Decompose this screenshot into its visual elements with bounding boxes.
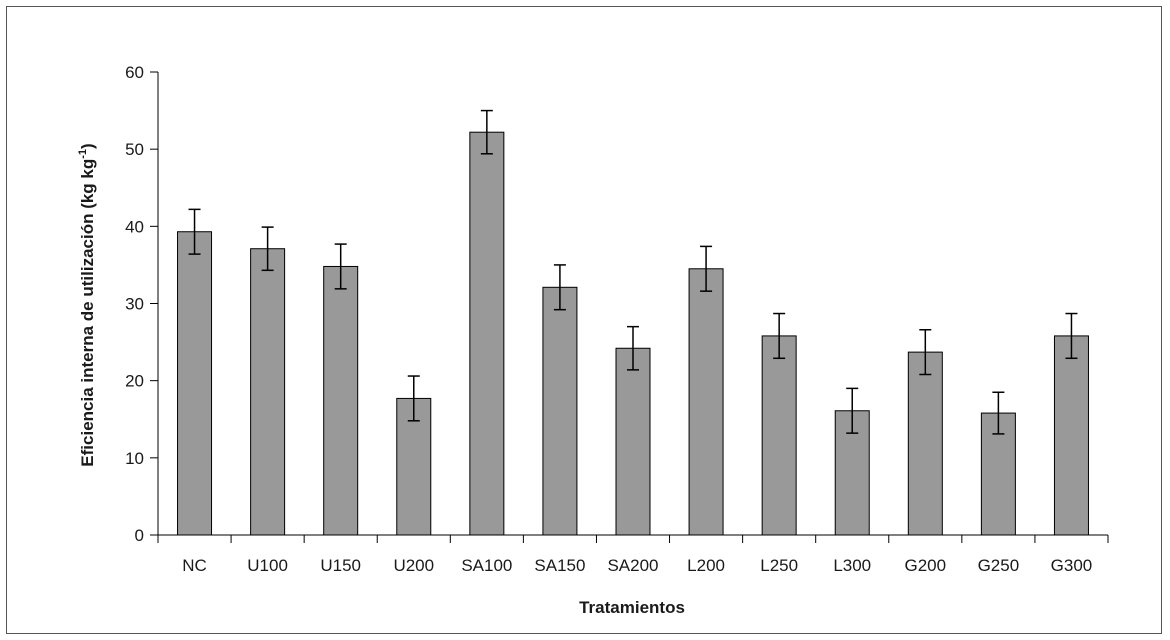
error-bar-u100 [261, 226, 274, 272]
y-tick-label: 40 [125, 217, 144, 236]
error-bars [188, 109, 1078, 435]
y-tick-label: 0 [135, 526, 144, 545]
error-bar-sa200 [627, 325, 639, 371]
bar-l250 [761, 335, 797, 536]
x-tick-label: G200 [905, 556, 947, 575]
error-bar-l200 [700, 245, 713, 292]
bars [177, 131, 1089, 536]
bar-nc [177, 231, 213, 536]
x-axis: NC U100 U150 U200 SA100 SA150 SA200 L200 L250 L30… [157, 534, 1109, 575]
x-tick-label: L250 [760, 556, 798, 575]
bar-g300 [1053, 335, 1089, 536]
y-tick-label: 30 [125, 295, 144, 314]
x-tick-label: L300 [833, 556, 871, 575]
x-tick-label: NC [182, 556, 207, 575]
y-tick-label: 50 [125, 140, 144, 159]
error-bar-nc [188, 208, 201, 255]
y-axis-title-close: ) [78, 143, 97, 149]
x-tick-label: U150 [320, 556, 361, 575]
y-axis-title: Eficiencia interna de utilización (kg kg… [77, 143, 97, 466]
y-axis: 0 10 20 30 40 50 60 [125, 63, 159, 545]
bar-u150 [323, 265, 359, 536]
error-bar-g250 [992, 391, 1005, 435]
bar-g200 [907, 351, 943, 536]
x-tick-label: SA200 [607, 556, 658, 575]
y-axis-title-superscript: -1 [77, 149, 89, 159]
bar-sa100 [469, 131, 505, 536]
error-bar-sa100 [480, 109, 493, 155]
error-bar-l300 [846, 387, 859, 434]
x-tick-label: L200 [687, 556, 725, 575]
error-bar-g200 [919, 328, 932, 376]
x-tick-label: SA100 [461, 556, 512, 575]
x-axis-title: Tratamientos [579, 598, 685, 617]
y-axis-title-main: Eficiencia interna de utilización (kg kg [78, 159, 97, 467]
x-tick-label: SA150 [534, 556, 585, 575]
bar-u200 [396, 397, 432, 536]
x-tick-label: U100 [247, 556, 288, 575]
error-bar-l250 [773, 312, 786, 360]
bar-sa150 [542, 286, 578, 536]
x-tick-label: G250 [978, 556, 1020, 575]
y-tick-label: 20 [125, 372, 144, 391]
x-tick-label: G300 [1051, 556, 1093, 575]
error-bar-sa150 [553, 264, 566, 311]
bar-sa200 [615, 347, 651, 536]
chart-frame [6, 6, 1162, 634]
y-tick-label: 60 [125, 63, 144, 82]
x-tick-label: U200 [393, 556, 434, 575]
bar-l200 [688, 268, 724, 536]
error-bar-u150 [334, 243, 347, 290]
bar-u100 [250, 248, 286, 536]
error-bar-g300 [1065, 312, 1078, 360]
error-bar-u200 [407, 375, 420, 422]
y-tick-label: 10 [125, 449, 144, 468]
